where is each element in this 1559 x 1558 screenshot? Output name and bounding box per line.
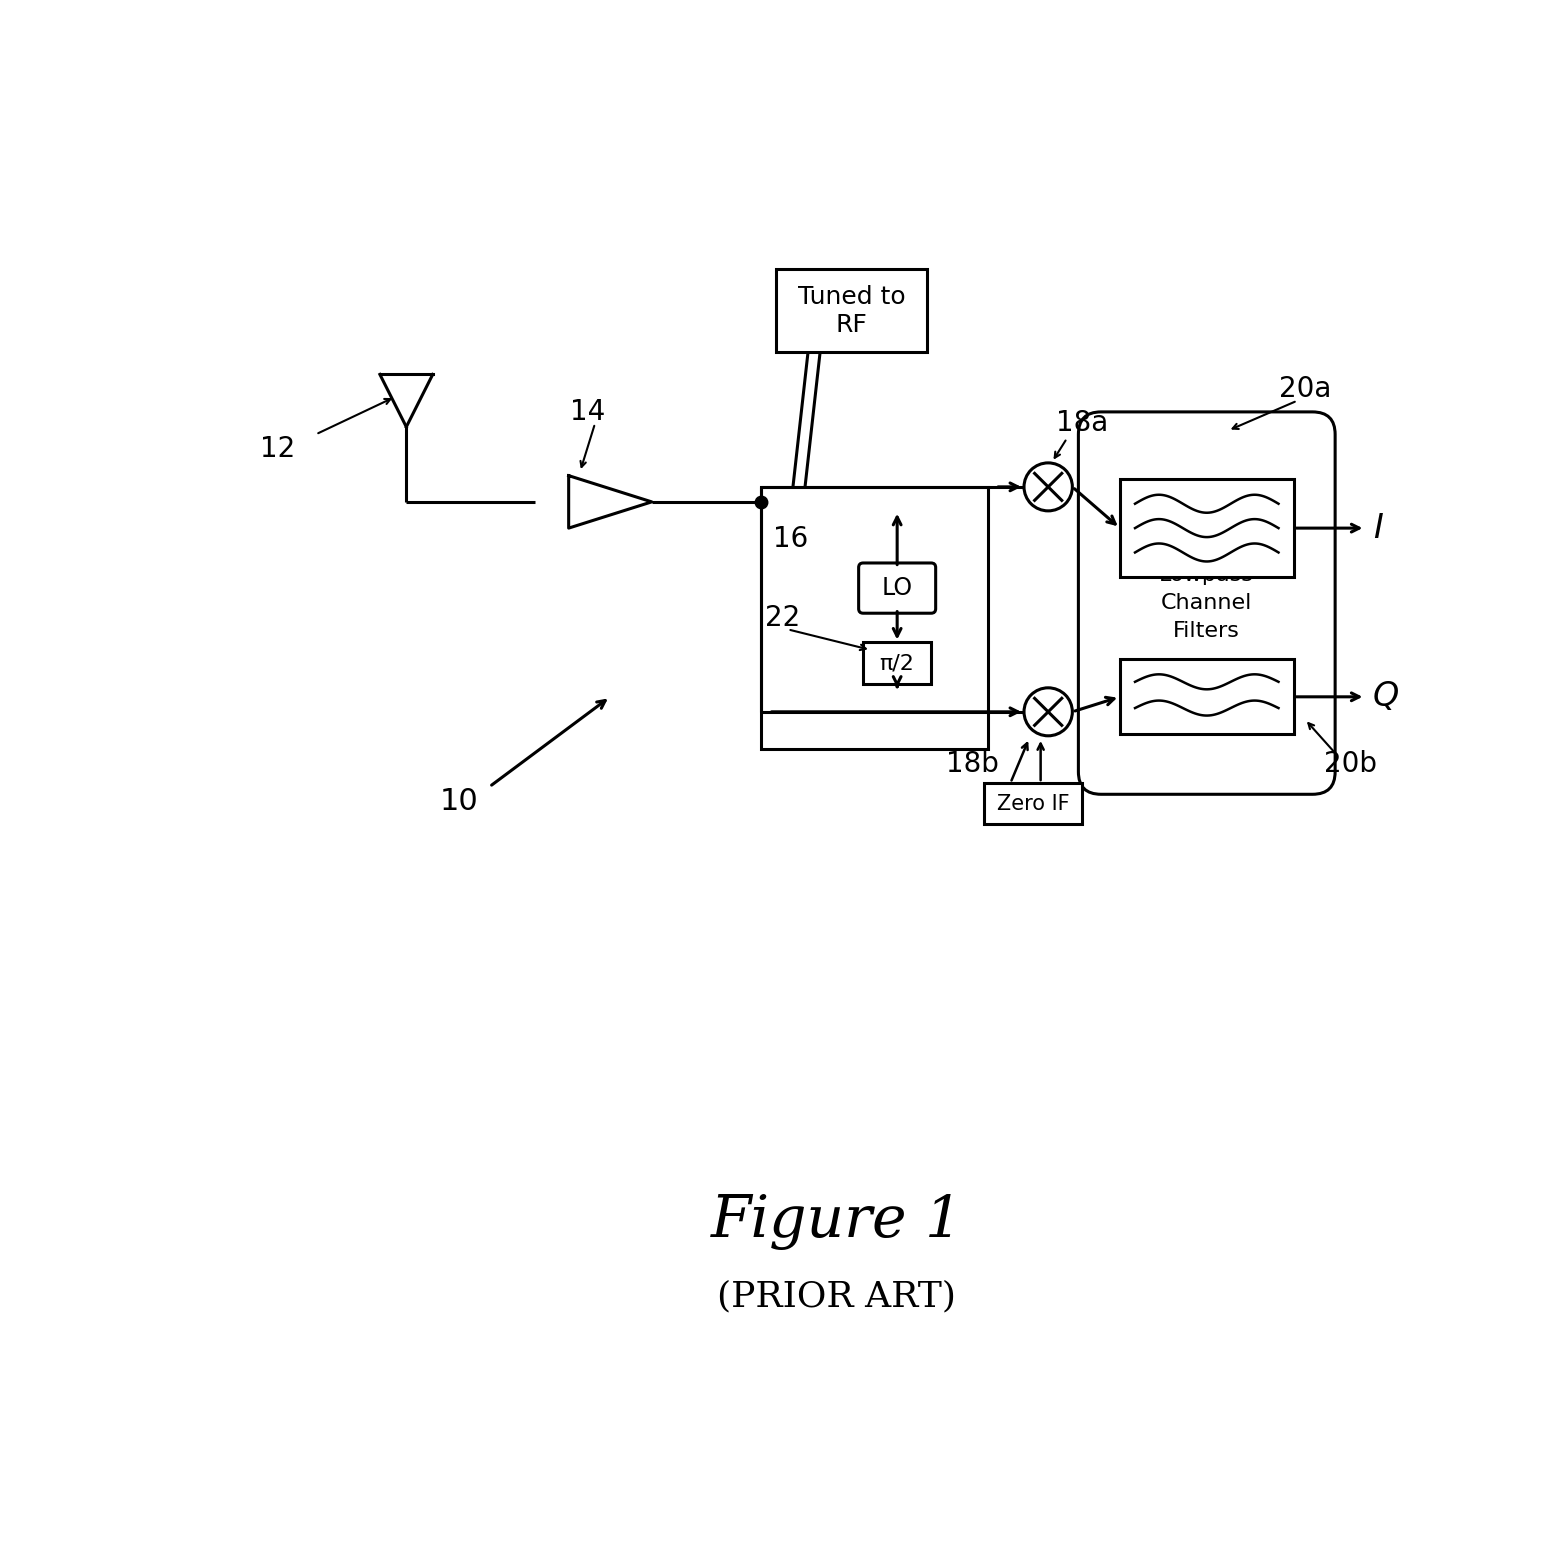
Text: 18a: 18a (1055, 410, 1108, 438)
Text: I: I (1373, 511, 1383, 545)
Text: 22: 22 (765, 605, 800, 633)
Text: Q: Q (1373, 681, 1398, 714)
Text: 20b: 20b (1324, 751, 1377, 779)
Text: (PRIOR ART): (PRIOR ART) (717, 1279, 956, 1313)
Text: 12: 12 (260, 435, 296, 463)
Text: π/2: π/2 (879, 653, 915, 673)
Text: Zero IF: Zero IF (996, 793, 1069, 813)
FancyBboxPatch shape (1119, 480, 1294, 576)
FancyBboxPatch shape (1119, 659, 1294, 734)
Text: 20a: 20a (1278, 375, 1331, 404)
Text: LO: LO (881, 576, 912, 600)
Text: Tuned to
RF: Tuned to RF (798, 285, 906, 337)
FancyBboxPatch shape (776, 270, 928, 352)
Text: 10: 10 (440, 787, 479, 816)
FancyBboxPatch shape (984, 784, 1082, 824)
Text: Figure 1: Figure 1 (711, 1193, 963, 1250)
FancyBboxPatch shape (761, 486, 988, 749)
FancyBboxPatch shape (864, 642, 931, 684)
FancyBboxPatch shape (859, 562, 935, 614)
FancyBboxPatch shape (1079, 411, 1335, 795)
Text: 14: 14 (571, 397, 605, 425)
Text: 18b: 18b (946, 751, 999, 779)
Text: 16: 16 (773, 525, 808, 553)
Text: Lowpass
Channel
Filters: Lowpass Channel Filters (1160, 566, 1253, 640)
